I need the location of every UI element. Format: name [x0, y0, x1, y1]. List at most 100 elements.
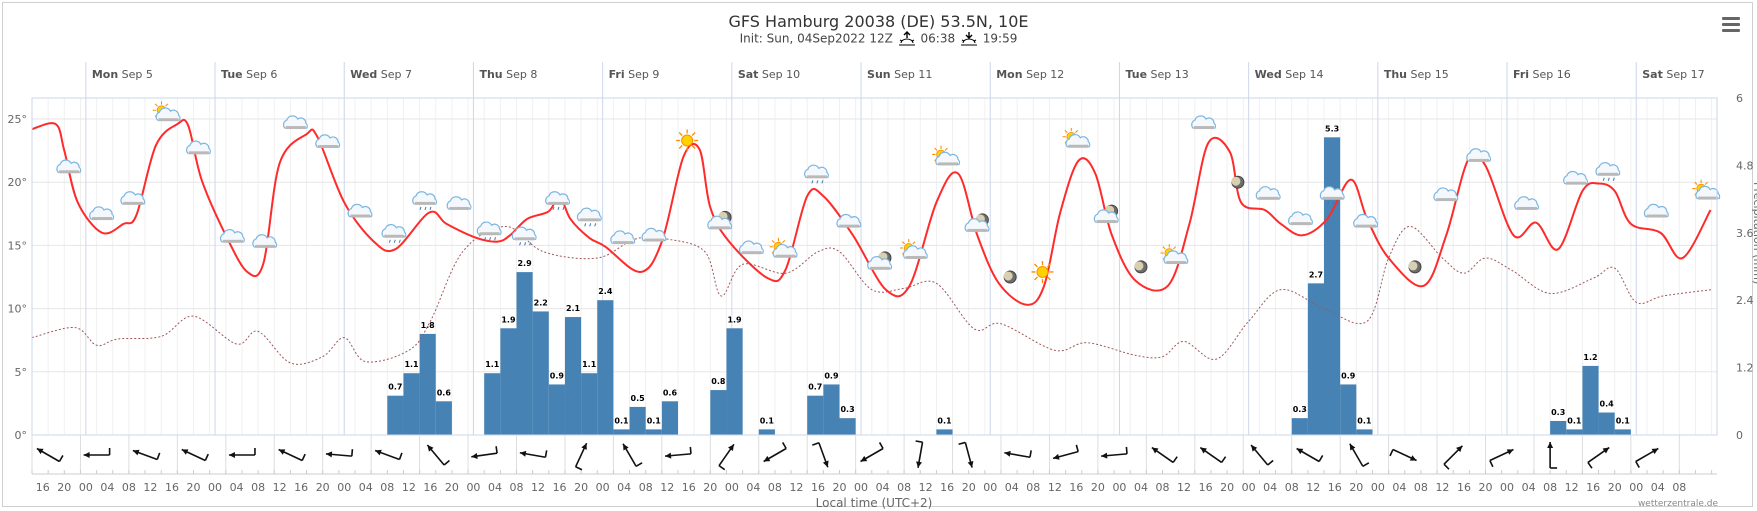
hour-label: 16	[1069, 481, 1083, 494]
temperature-line	[31, 118, 1712, 306]
precip-label: 2.7	[1309, 270, 1323, 279]
hour-label: 20	[187, 481, 201, 494]
hour-label: 08	[639, 481, 653, 494]
precip-bar	[936, 429, 953, 435]
day-label-weekday: Wed	[1255, 68, 1282, 81]
left-axis-tick-label: 0°	[15, 429, 28, 442]
hour-label: 00	[337, 481, 351, 494]
wind-barb	[204, 453, 209, 461]
hour-label: 04	[746, 481, 760, 494]
precip-label: 0.1	[1616, 416, 1631, 425]
wind-arrow-icon	[1296, 447, 1324, 463]
wind-arrow-head	[763, 455, 771, 462]
wind-arrow-head	[1547, 442, 1554, 448]
right-axis-tick-label: 6	[1736, 92, 1743, 105]
hour-label: 08	[897, 481, 911, 494]
day-label-weekday: Thu	[479, 68, 502, 81]
wind-arrow-icon	[1004, 450, 1032, 459]
wind-arrow-head	[967, 460, 974, 468]
hour-label: 04	[1651, 481, 1665, 494]
wind-arrow-icon	[1635, 447, 1659, 468]
day-label-date: Sep 11	[891, 68, 933, 81]
moon-icon	[1407, 260, 1422, 274]
wind-arrow-head	[860, 455, 868, 462]
wind-barb	[1267, 459, 1274, 466]
precip-bar	[839, 418, 856, 435]
precip-label: 0.8	[711, 377, 726, 386]
precip-label: 0.1	[937, 416, 952, 425]
wind-arrow-icon	[574, 442, 588, 471]
hour-label: 16	[294, 481, 308, 494]
precip-bar	[629, 406, 646, 435]
day-label-date: Sep 14	[1282, 68, 1324, 81]
precip-label: 2.4	[598, 287, 613, 296]
precip-bar	[613, 429, 630, 435]
right-axis-tick-label: 3.6	[1736, 227, 1754, 240]
left-axis-tick-label: 25°	[8, 113, 28, 126]
plot-border	[31, 97, 1718, 436]
hour-label: 12	[273, 481, 287, 494]
wind-arrow-head	[1151, 447, 1159, 454]
hour-label: 00	[1500, 481, 1514, 494]
rain-cloud-icon	[1319, 186, 1345, 205]
precip-bar	[1291, 418, 1308, 435]
precip-bar	[564, 317, 582, 435]
hour-label: 00	[1371, 481, 1385, 494]
hour-label: 20	[574, 481, 588, 494]
wind-arrow-head	[181, 449, 189, 455]
precip-label: 0.4	[1600, 400, 1615, 409]
precip-label: 0.6	[437, 388, 452, 397]
wind-arrow-icon	[1489, 448, 1514, 468]
hour-label: 08	[1543, 481, 1557, 494]
wind-arrow-head	[1101, 452, 1108, 459]
wind-barb	[58, 455, 64, 462]
hour-label: 04	[1263, 481, 1277, 494]
moon-icon	[1133, 260, 1148, 274]
hour-label: 12	[1177, 481, 1191, 494]
rain-cloud-icon	[1595, 162, 1621, 181]
right-axis-tick-label: 2.4	[1736, 294, 1754, 307]
hour-label: 04	[359, 481, 373, 494]
wind-arrow-head	[427, 445, 434, 452]
precip-label: 2.9	[517, 259, 532, 268]
hour-label: 20	[1349, 481, 1363, 494]
day-label-date: Sep 10	[758, 68, 800, 81]
hour-label: 20	[703, 481, 717, 494]
wind-barb	[1489, 460, 1494, 468]
wind-arrow-icon	[1587, 446, 1610, 469]
precip-label: 1.9	[727, 315, 742, 324]
rain-cloud-icon	[412, 191, 438, 211]
wind-barb	[718, 464, 726, 471]
sunrise-time: 06:38	[920, 31, 956, 46]
precip-bar	[435, 401, 452, 435]
precip-bar	[710, 390, 727, 435]
sun-cloud-icon	[769, 237, 798, 259]
hour-label: 16	[1457, 481, 1471, 494]
precip-label: 0.1	[614, 416, 629, 425]
moon-icon	[1003, 270, 1017, 284]
precip-bar	[1550, 420, 1567, 435]
day-label-date: Sep 16	[1529, 68, 1571, 81]
cloud-icon	[56, 159, 82, 174]
cloud-icon	[1563, 170, 1589, 186]
hamburger-menu-icon[interactable]	[1722, 17, 1740, 33]
hour-label: 12	[143, 481, 157, 494]
cloud-icon	[446, 196, 472, 211]
precip-label: 0.6	[663, 388, 678, 397]
rain-cloud-icon	[545, 191, 571, 211]
hour-label: 16	[165, 481, 179, 494]
day-label: Tue Sep 6	[221, 68, 277, 81]
day-label-weekday: Wed	[350, 68, 377, 81]
hour-label: 16	[1586, 481, 1600, 494]
cloud-icon	[315, 134, 341, 149]
day-label: Wed Sep 7	[350, 68, 412, 81]
hour-label: 20	[57, 481, 71, 494]
wind-arrow-head	[375, 449, 382, 456]
wind-arrow-icon	[860, 442, 884, 463]
wind-arrow-head	[1506, 449, 1514, 455]
wind-barb	[812, 442, 820, 446]
wind-arrow-head	[581, 443, 587, 450]
cloud-icon	[1466, 148, 1492, 163]
hour-label: 00	[1629, 481, 1643, 494]
init-time: Init: Sun, 04Sep2022 12Z	[739, 31, 893, 46]
